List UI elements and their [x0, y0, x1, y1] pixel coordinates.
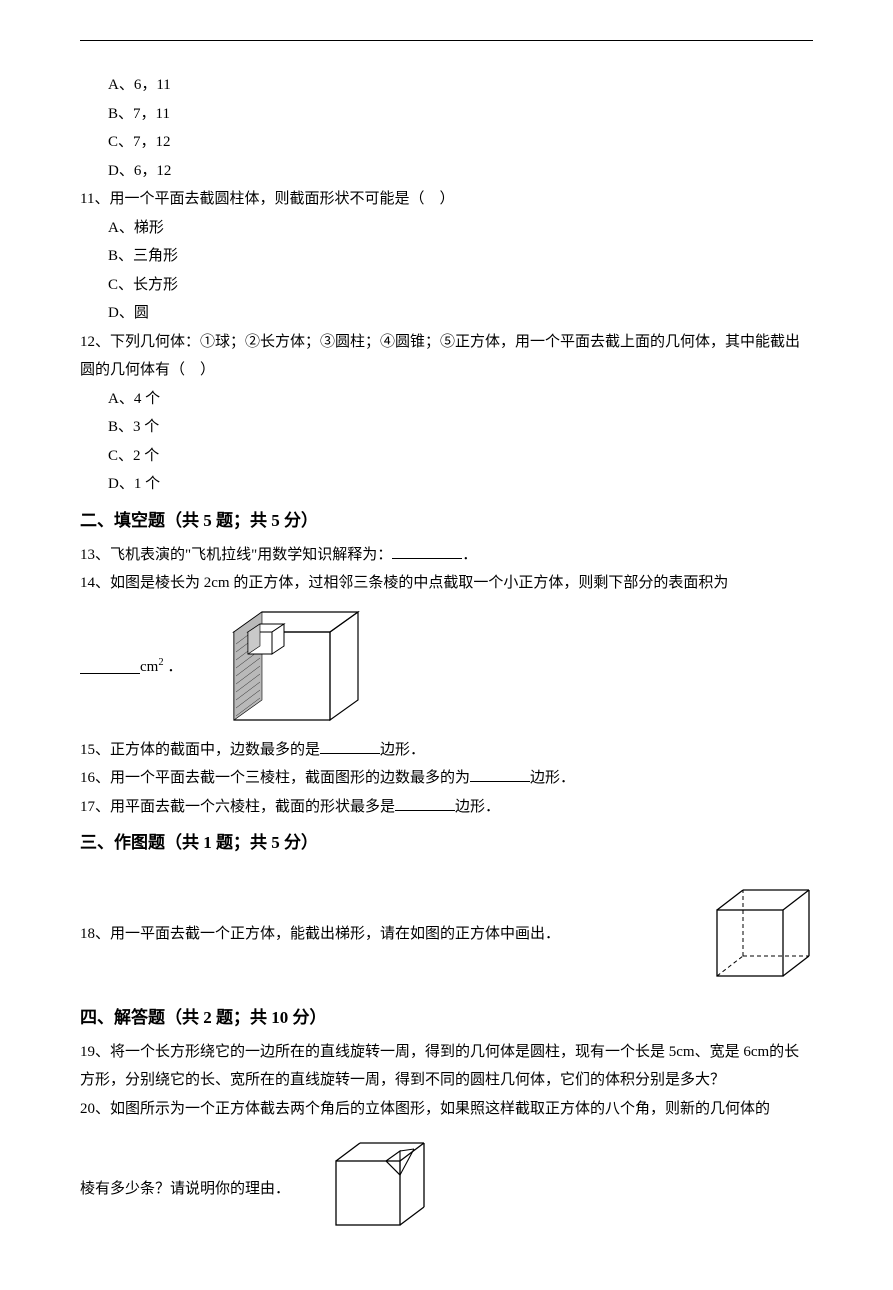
q12-choice-a: A、4 个	[80, 385, 813, 414]
q10-choice-c: C、7，12	[80, 128, 813, 157]
corner-cut-cube-figure	[320, 1131, 440, 1246]
wire-cube-figure	[703, 880, 813, 990]
section4-heading: 四、解答题（共 2 题；共 10 分）	[80, 1002, 813, 1034]
q12-choice-b: B、3 个	[80, 413, 813, 442]
q14-row: cm2 ．	[80, 602, 813, 732]
q12-stem: 12、下列几何体：①球；②长方体；③圆柱；④圆锥；⑤正方体，用一个平面去截上面的…	[80, 328, 813, 385]
top-rule	[80, 40, 813, 41]
q17-after: 边形．	[455, 799, 500, 815]
q10-choice-b: B、7，11	[80, 100, 813, 129]
q12-choice-c: C、2 个	[80, 442, 813, 471]
q14-blank	[80, 659, 140, 674]
q11-stem: 11、用一个平面去截圆柱体，则截面形状不可能是（ ）	[80, 185, 813, 214]
q12-choice-d: D、1 个	[80, 470, 813, 499]
q20-line1: 20、如图所示为一个正方体截去两个角后的立体图形，如果照这样截取正方体的八个角，…	[80, 1095, 813, 1124]
q13-blank	[392, 544, 462, 559]
q15-after: 边形．	[380, 742, 425, 758]
q14-unit-text: cm	[140, 659, 158, 675]
q13-after: ．	[462, 547, 477, 563]
q15-before: 15、正方体的截面中，边数最多的是	[80, 742, 320, 758]
section2-heading: 二、填空题（共 5 题；共 5 分）	[80, 505, 813, 537]
q16-blank	[470, 767, 530, 782]
q15: 15、正方体的截面中，边数最多的是 边形．	[80, 736, 813, 765]
q19: 19、将一个长方形绕它的一边所在的直线旋转一周，得到的几何体是圆柱，现有一个长是…	[80, 1038, 813, 1095]
q14-unit-after: ．	[164, 659, 183, 675]
q14-unit: cm2 ．	[140, 653, 182, 682]
q10-choice-a: A、6，11	[80, 71, 813, 100]
q15-blank	[320, 739, 380, 754]
q16-before: 16、用一个平面去截一个三棱柱，截面图形的边数最多的为	[80, 770, 470, 786]
q14-line1: 14、如图是棱长为 2cm 的正方体，过相邻三条棱的中点截取一个小正方体，则剩下…	[80, 569, 813, 598]
q17: 17、用平面去截一个六棱柱，截面的形状最多是 边形．	[80, 793, 813, 822]
q18-text: 18、用一平面去截一个正方体，能截出梯形，请在如图的正方体中画出．	[80, 920, 683, 949]
q13: 13、飞机表演的"飞机拉线"用数学知识解释为： ．	[80, 541, 813, 570]
q17-before: 17、用平面去截一个六棱柱，截面的形状最多是	[80, 799, 395, 815]
q13-before: 13、飞机表演的"飞机拉线"用数学知识解释为：	[80, 547, 392, 563]
q16: 16、用一个平面去截一个三棱柱，截面图形的边数最多的为 边形．	[80, 764, 813, 793]
q20-line2: 棱有多少条？请说明你的理由．	[80, 1175, 290, 1204]
section3-heading: 三、作图题（共 1 题；共 5 分）	[80, 827, 813, 859]
q17-blank	[395, 796, 455, 811]
notched-cube-figure	[202, 602, 372, 732]
q18-row: 18、用一平面去截一个正方体，能截出梯形，请在如图的正方体中画出．	[80, 880, 813, 990]
q10-choice-d: D、6，12	[80, 157, 813, 186]
q16-after: 边形．	[530, 770, 575, 786]
q11-choice-b: B、三角形	[80, 242, 813, 271]
q11-choice-d: D、圆	[80, 299, 813, 328]
q11-choice-c: C、长方形	[80, 271, 813, 300]
q20-row: 棱有多少条？请说明你的理由．	[80, 1131, 813, 1246]
q11-choice-a: A、梯形	[80, 214, 813, 243]
